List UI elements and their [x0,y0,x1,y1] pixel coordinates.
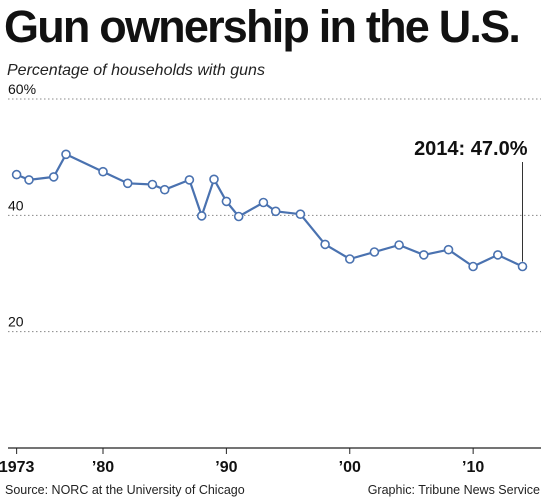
chart-title: Gun ownership in the U.S. [4,1,521,52]
x-tick-label: ’80 [92,459,114,476]
x-tick-label: 1973 [0,459,35,476]
y-tick-label: 40 [8,197,24,213]
data-point [344,254,355,264]
data-point [492,250,503,260]
data-point [468,261,478,272]
data-point [369,247,380,257]
data-point [61,149,71,160]
data-point [209,174,219,185]
data-point [98,166,108,177]
y-axis-ticks: 60% 40 20 [8,81,36,330]
data-point [122,178,133,189]
y-tick-label: 60% [8,81,36,97]
series [11,149,528,272]
data-point [295,209,306,219]
credit-note: Graphic: Tribune News Service [367,483,540,497]
x-tick-label: ’90 [215,459,237,476]
y-tick-label: 20 [8,314,24,330]
data-point [320,239,330,250]
x-tick-label: ’10 [462,459,484,476]
annotation-label: 2014: 47.0% [414,138,528,160]
annotation-group: 2014: 47.0% [414,138,528,262]
gridlines [8,98,541,333]
data-point [233,211,244,222]
data-point [443,244,454,255]
data-point [24,175,34,185]
data-point [48,172,59,182]
x-axis: 1973 ’80 ’90 ’00 ’10 [0,447,541,476]
data-point [517,261,528,272]
data-point [270,206,281,217]
data-point [147,179,158,190]
data-point [418,250,429,260]
data-point [11,169,22,180]
data-point [394,240,404,250]
data-point [159,184,170,195]
x-tick-label: ’00 [339,459,361,476]
data-point [258,197,269,208]
data-point [221,196,232,207]
data-point [196,211,207,221]
data-point [184,175,195,185]
source-note: Source: NORC at the University of Chicag… [5,483,245,497]
chart-subtitle: Percentage of households with guns [7,62,265,79]
